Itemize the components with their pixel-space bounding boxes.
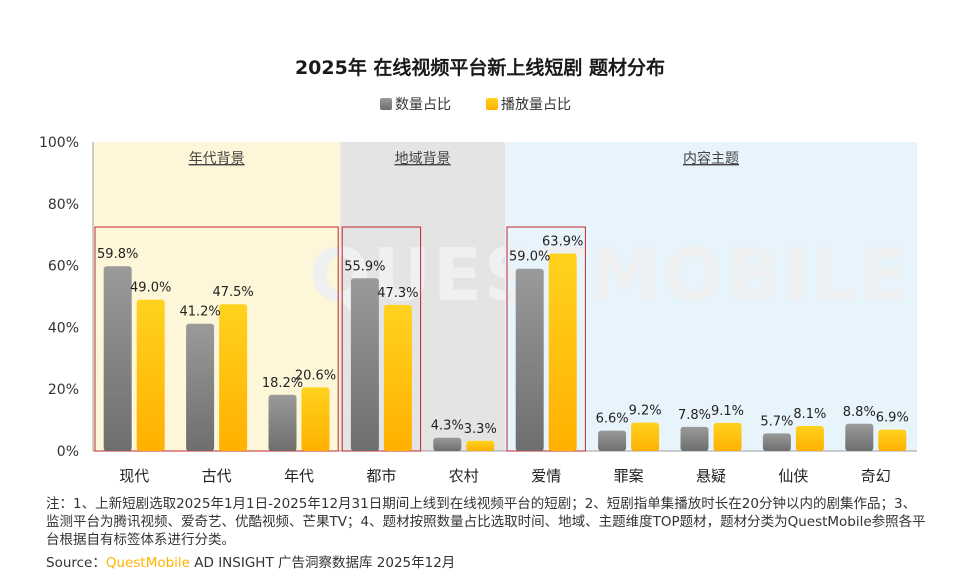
chart-title: 2025年 在线视频平台新上线短剧 题材分布 <box>295 56 665 79</box>
data-label: 5.7% <box>760 414 793 429</box>
x-category-label: 古代 <box>202 467 232 485</box>
bar-count <box>515 268 544 451</box>
x-category-label: 现代 <box>119 467 149 485</box>
legend-label-plays: 播放量占比 <box>501 97 571 113</box>
data-label: 3.3% <box>464 422 497 437</box>
data-label: 8.1% <box>793 407 826 422</box>
y-tick-label: 40% <box>48 320 79 336</box>
highlight-box-2 <box>506 226 586 452</box>
bar-count <box>433 437 462 451</box>
y-tick-label: 20% <box>48 382 79 398</box>
group-label-0: 年代背景 <box>189 151 245 167</box>
x-category-label: 仙侠 <box>778 467 808 485</box>
data-label: 6.6% <box>596 412 629 427</box>
bar-plays <box>136 299 165 451</box>
source-suffix: AD INSIGHT 广告洞察数据库 2025年12月 <box>189 555 456 571</box>
chart: QUESTMOBILE 2025年 在线视频平台新上线短剧 题材分布 数量占比 … <box>39 56 917 485</box>
data-label: 4.3% <box>431 419 464 434</box>
y-tick-label: 0% <box>57 444 79 460</box>
bar-count <box>186 323 215 451</box>
source-prefix: Source： <box>46 555 106 571</box>
data-label: 47.5% <box>212 285 253 300</box>
x-category-label: 悬疑 <box>696 467 726 485</box>
x-category-label: 都市 <box>366 467 396 485</box>
group-label-2: 内容主题 <box>683 150 739 167</box>
bar-plays <box>795 425 824 451</box>
data-label: 7.8% <box>678 408 711 423</box>
bar-plays <box>383 304 412 451</box>
legend-swatch-plays <box>486 98 498 110</box>
bar-count <box>350 278 379 451</box>
bar-count <box>268 394 297 451</box>
data-label: 8.8% <box>843 405 876 420</box>
bar-plays <box>548 253 577 451</box>
x-category-label: 奇幻 <box>861 467 891 485</box>
bar-plays <box>301 387 330 451</box>
data-label: 9.2% <box>629 404 662 419</box>
source-brand: QuestMobile <box>105 555 190 571</box>
bar-count <box>598 430 627 451</box>
y-tick-label: 80% <box>48 197 79 213</box>
bar-plays <box>713 422 742 451</box>
bar-count <box>845 423 874 451</box>
legend-label-count: 数量占比 <box>395 97 451 113</box>
highlight-box-1 <box>341 226 422 452</box>
legend-swatch-count <box>380 98 392 110</box>
bar-count <box>762 433 791 451</box>
data-label: 63.9% <box>542 235 583 250</box>
source-line: Source：QuestMobile AD INSIGHT 广告洞察数据库 20… <box>46 551 455 571</box>
x-category-label: 年代 <box>284 467 314 485</box>
data-label: 18.2% <box>262 376 303 391</box>
data-label: 55.9% <box>344 259 385 274</box>
y-tick-label: 60% <box>48 259 79 275</box>
data-label: 59.0% <box>509 250 550 265</box>
x-category-label: 罪案 <box>614 467 644 485</box>
data-label: 41.2% <box>179 305 220 320</box>
data-label: 6.9% <box>876 411 909 426</box>
x-category-label: 爱情 <box>531 467 561 485</box>
data-label: 9.1% <box>711 404 744 419</box>
x-category-label: 农村 <box>449 467 479 485</box>
bar-plays <box>219 304 248 451</box>
data-label: 59.8% <box>97 247 138 262</box>
bar-plays <box>466 440 495 451</box>
bar-count <box>103 266 132 451</box>
bar-plays <box>878 429 907 451</box>
watermark: QUESTMOBILE <box>309 233 910 317</box>
group-label-1: 地域背景 <box>395 151 451 167</box>
legend: 数量占比 播放量占比 <box>380 97 571 113</box>
bar-plays <box>631 422 660 451</box>
data-label: 20.6% <box>295 368 336 383</box>
data-label: 49.0% <box>130 281 171 296</box>
highlight-box-0 <box>94 226 339 452</box>
bar-count <box>680 426 709 451</box>
y-tick-label: 100% <box>39 135 79 151</box>
data-label: 47.3% <box>377 286 418 301</box>
group-band-0 <box>93 142 341 451</box>
footnote: 注：1、上新短剧选取2025年1月1日-2025年12月31日期间上线到在线视频… <box>46 496 926 548</box>
